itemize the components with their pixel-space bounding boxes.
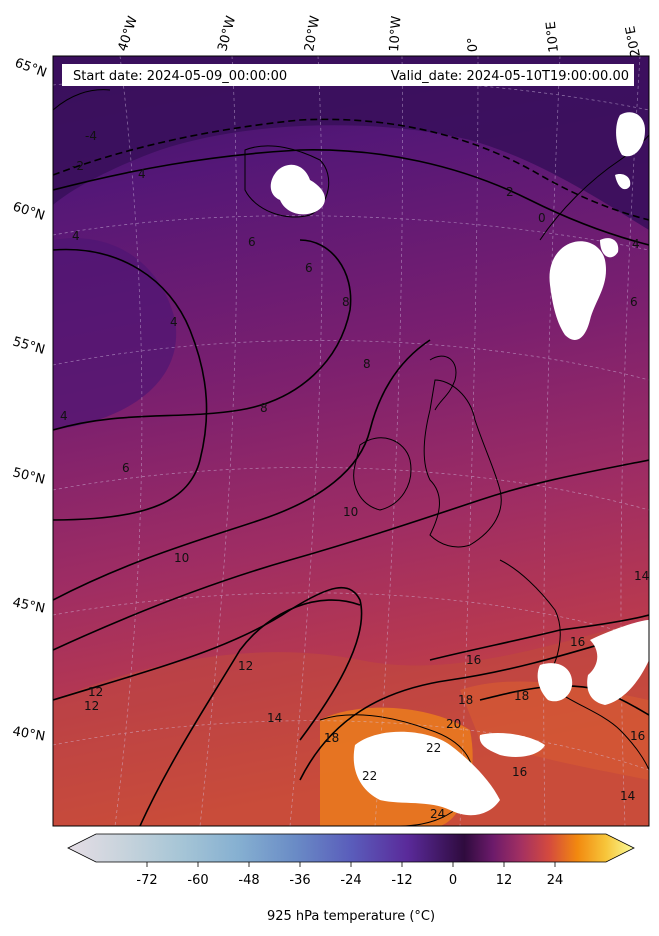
contour-label: 4 bbox=[72, 229, 80, 243]
contour-label: 14 bbox=[267, 711, 282, 725]
lon-label-20e: 20°E bbox=[623, 25, 644, 59]
valid-date-label: Valid_date: 2024-05-10T19:00:00.00 bbox=[391, 69, 629, 84]
cold-west-pool bbox=[53, 238, 177, 430]
contour-label: 22 bbox=[362, 769, 377, 783]
contour-label: 8 bbox=[342, 295, 350, 309]
colorbar-tick-label: -48 bbox=[238, 873, 259, 888]
contour-label: -4 bbox=[85, 129, 97, 143]
contour-label: 18 bbox=[514, 689, 529, 703]
iceland-coast bbox=[244, 145, 330, 218]
colorbar: -72 -60 -48 -36 -24 -12 0 12 24 925 hPa temperat… bbox=[67, 833, 635, 924]
contour-label: 0 bbox=[538, 211, 546, 225]
lon-label-20w: 20°W bbox=[302, 15, 323, 53]
colorbar-tick-label: -36 bbox=[289, 873, 310, 888]
contour-label: 14 bbox=[634, 569, 649, 583]
contour-label: 6 bbox=[122, 461, 130, 475]
colorbar-tick-label: 0 bbox=[449, 873, 457, 888]
norway-north-mask-3 bbox=[600, 238, 619, 258]
contour-label: 4 bbox=[170, 315, 178, 329]
contour-label: 16 bbox=[466, 653, 481, 667]
contour-label: 4 bbox=[138, 167, 146, 181]
colorbar-tick-label: -24 bbox=[340, 873, 361, 888]
alps-mask-2 bbox=[587, 620, 649, 705]
cold-arctic-band bbox=[53, 56, 649, 230]
longitude-labels: 40°W 30°W 20°W 10°W 0° 10°E 20°E bbox=[116, 14, 644, 58]
alps-mask-1 bbox=[537, 663, 573, 702]
contour-label: 2 bbox=[506, 185, 514, 199]
iberia-mask bbox=[353, 731, 500, 816]
lat-label-40n: 40°N bbox=[11, 724, 46, 744]
colorbar-tick-label: -12 bbox=[391, 873, 412, 888]
contour-label: 6 bbox=[305, 261, 313, 275]
contour-label: 8 bbox=[260, 401, 268, 415]
start-date-label: Start date: 2024-05-09_00:00:00 bbox=[73, 69, 287, 84]
lat-label-55n: 55°N bbox=[11, 334, 47, 357]
norway-north-mask-1 bbox=[616, 112, 645, 157]
colorbar-tick-label: 24 bbox=[547, 873, 564, 888]
lon-label-40w: 40°W bbox=[116, 14, 141, 53]
contour-label: 22 bbox=[426, 741, 441, 755]
ireland-coast bbox=[353, 437, 412, 511]
scotland-coast bbox=[429, 355, 457, 411]
lat-label-60n: 60°N bbox=[11, 200, 47, 224]
lat-label-50n: 50°N bbox=[11, 465, 46, 487]
terrain-mask bbox=[270, 112, 649, 816]
contour-label: 10 bbox=[174, 551, 189, 565]
contour-label: -2 bbox=[72, 159, 84, 173]
contour-label: 16 bbox=[512, 765, 527, 779]
lon-label-10w: 10°W bbox=[387, 15, 404, 52]
contour-label: 24 bbox=[430, 807, 445, 821]
lon-label-30w: 30°W bbox=[215, 14, 239, 53]
lat-label-45n: 45°N bbox=[11, 595, 46, 616]
norway-north-mask-2 bbox=[615, 174, 631, 190]
colorbar-title: 925 hPa temperature (°C) bbox=[267, 909, 435, 924]
contour-label: 6 bbox=[248, 235, 256, 249]
lat-label-65n: 65°N bbox=[13, 56, 49, 81]
isotherm-contours bbox=[53, 118, 649, 826]
contour-label: 14 bbox=[620, 789, 635, 803]
lon-label-0: 0° bbox=[465, 37, 481, 52]
contour-label: 12 bbox=[238, 659, 253, 673]
contour-label: 6 bbox=[630, 295, 638, 309]
contour-label: 10 bbox=[343, 505, 358, 519]
colorbar-body bbox=[67, 833, 635, 863]
britain-coast bbox=[423, 379, 502, 548]
contour-label: 18 bbox=[324, 731, 339, 745]
contour-label: 12 bbox=[88, 685, 103, 699]
contour-label: 12 bbox=[84, 699, 99, 713]
contour-label: 4 bbox=[632, 237, 640, 251]
contour-label: 16 bbox=[630, 729, 645, 743]
latitude-labels: 65°N 60°N 55°N 50°N 45°N 40°N bbox=[11, 56, 49, 745]
iceland-mask bbox=[270, 164, 326, 215]
contour-label: 4 bbox=[60, 409, 68, 423]
colorbar-tick-label: -72 bbox=[136, 873, 157, 888]
scandinavia-mask bbox=[549, 241, 607, 340]
spain-mask-east bbox=[479, 733, 545, 757]
colorbar-tick-label: -60 bbox=[187, 873, 208, 888]
lon-label-10e: 10°E bbox=[544, 20, 562, 53]
header-strip bbox=[62, 64, 634, 86]
colorbar-ticks: -72 -60 -48 -36 -24 -12 0 12 24 bbox=[136, 862, 563, 888]
map-frame bbox=[52, 55, 650, 827]
contour-label: 16 bbox=[570, 635, 585, 649]
greenland-coast bbox=[53, 89, 111, 111]
contour-labels: -4 -2 4 4 4 4 6 6 6 8 8 8 10 10 12 12 14… bbox=[60, 129, 649, 821]
contour-label: 20 bbox=[446, 717, 461, 731]
iberia-coast bbox=[319, 714, 474, 826]
map-panel bbox=[53, 56, 649, 826]
colorbar-tick-label: 12 bbox=[496, 873, 513, 888]
contour-label: 8 bbox=[363, 357, 371, 371]
contour-label: 18 bbox=[458, 693, 473, 707]
